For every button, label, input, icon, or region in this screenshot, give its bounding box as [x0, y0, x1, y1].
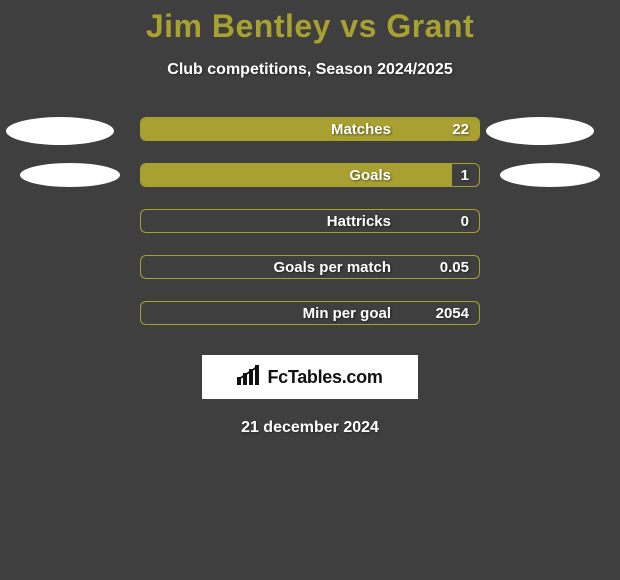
- stat-row: Goals per match 0.05: [0, 255, 620, 279]
- stat-value: 2054: [436, 302, 469, 324]
- stat-value: 0.05: [440, 256, 469, 278]
- stat-row: Hattricks 0: [0, 209, 620, 233]
- decorative-ellipse: [500, 163, 600, 187]
- brand-text: FcTables.com: [267, 367, 382, 388]
- subtitle: Club competitions, Season 2024/2025: [0, 61, 620, 79]
- decorative-ellipse: [486, 117, 594, 145]
- stat-rows: Matches 22 Goals 1 Hattricks 0 Goals per match…: [0, 117, 620, 325]
- bar-chart-icon: [237, 365, 261, 390]
- stat-label: Hattricks: [141, 210, 399, 232]
- stat-label: Goals per match: [141, 256, 399, 278]
- stat-label: Min per goal: [141, 302, 399, 324]
- stat-row: Goals 1: [0, 163, 620, 187]
- stats-card: Jim Bentley vs Grant Club competitions, …: [0, 0, 620, 580]
- stat-row: Min per goal 2054: [0, 301, 620, 325]
- brand-logo: FcTables.com: [202, 355, 418, 399]
- stat-bar: Min per goal 2054: [140, 301, 480, 325]
- decorative-ellipse: [20, 163, 120, 187]
- stat-label: Matches: [141, 118, 399, 140]
- date-line: 21 december 2024: [0, 419, 620, 437]
- page-title: Jim Bentley vs Grant: [0, 8, 620, 45]
- stat-label: Goals: [141, 164, 399, 186]
- stat-bar: Goals per match 0.05: [140, 255, 480, 279]
- stat-row: Matches 22: [0, 117, 620, 141]
- stat-value: 0: [461, 210, 469, 232]
- stat-bar: Matches 22: [140, 117, 480, 141]
- stat-bar: Goals 1: [140, 163, 480, 187]
- stat-value: 22: [452, 118, 469, 140]
- stat-bar: Hattricks 0: [140, 209, 480, 233]
- decorative-ellipse: [6, 117, 114, 145]
- stat-value: 1: [461, 164, 469, 186]
